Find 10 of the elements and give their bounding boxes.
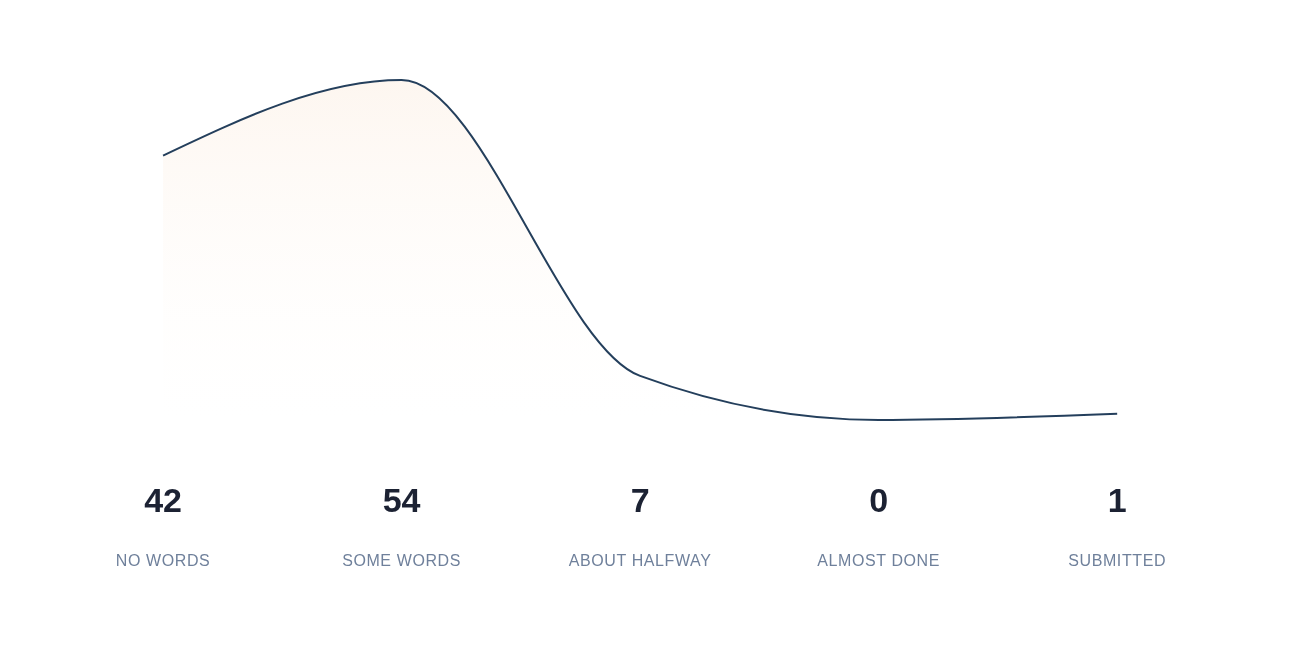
data-label: 54 [382, 481, 421, 519]
x-tick-label: NO WORDS [115, 552, 211, 569]
x-tick-label: ALMOST DONE [817, 552, 941, 569]
x-tick-label: SOME WORDS [342, 552, 462, 569]
data-label: 7 [630, 481, 650, 519]
data-label: 1 [1107, 481, 1127, 519]
data-label: 42 [144, 481, 182, 519]
x-tick-label: ABOUT HALFWAY [568, 552, 712, 569]
x-tick-label: SUBMITTED [1068, 552, 1167, 569]
data-label: 0 [869, 481, 889, 519]
